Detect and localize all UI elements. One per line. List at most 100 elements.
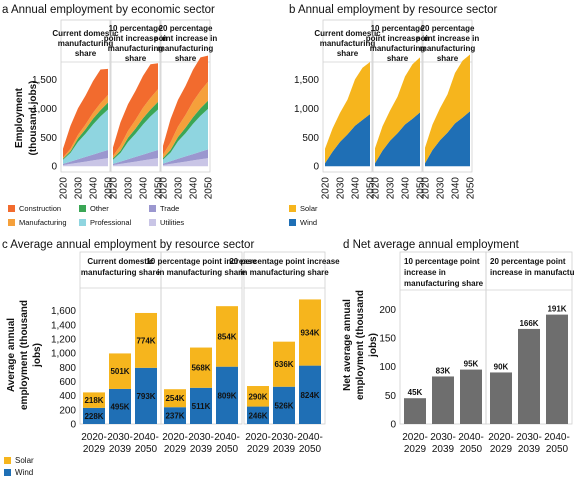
panel-a-area-other bbox=[113, 101, 158, 160]
panel-a-area-trade bbox=[113, 150, 158, 166]
panel-a-y-ticks: 0 500 1,000 1,500 bbox=[32, 75, 57, 173]
panel-c-facet-header-line: in manufacturing share bbox=[240, 268, 329, 277]
panel-d-facet-header-line: manufacturing share bbox=[404, 279, 484, 288]
panel-c-ytick-label: 800 bbox=[59, 363, 76, 374]
panel-d-xtick-label: 2040- bbox=[458, 432, 484, 443]
panel-c-xtick-label: 2029 bbox=[83, 444, 106, 455]
panel-c-ytick-label: 400 bbox=[59, 391, 76, 402]
panel-a-facet-frame bbox=[160, 19, 211, 173]
panel-c-bar-solar bbox=[273, 341, 295, 387]
panel-c-xtick-label: 2020- bbox=[245, 432, 271, 443]
panel-a-facet-header-line: share bbox=[125, 54, 147, 63]
panel-d-ylabel-line: jobs) bbox=[368, 333, 379, 358]
panel-a-area-construction bbox=[63, 68, 108, 158]
panel-c-ytick-label: 1,600 bbox=[51, 306, 76, 317]
panel-a-ytick-label: 1,500 bbox=[32, 75, 57, 86]
panel-a-xtick-label: 2030 bbox=[174, 177, 185, 200]
panel-d-ylabel-line: employment (thousand bbox=[355, 290, 366, 400]
panel-d-xtick-label: 2029 bbox=[404, 444, 427, 455]
panel-b-xtick-label: 2030 bbox=[336, 177, 347, 200]
panel-c-bar-wind bbox=[109, 388, 131, 424]
panel-c-xtick-label: 2050 bbox=[216, 444, 239, 455]
panel-b-area-wind bbox=[325, 114, 370, 167]
panel-b-ytick-label: 1,000 bbox=[294, 104, 319, 115]
panel-c-xtick-label: 2029 bbox=[164, 444, 187, 455]
legend-label-manufacturing: Manufacturing bbox=[19, 218, 67, 227]
panel-d-ylabel-line: Net average annual bbox=[342, 299, 353, 391]
legend-swatch-manufacturing bbox=[8, 219, 15, 226]
panel-c-data-label: 501K bbox=[110, 367, 129, 376]
panel-c-data-label: 237K bbox=[165, 412, 184, 421]
panel-d-data-label: 191K bbox=[547, 305, 566, 314]
panel-a-xtick-label: 2040 bbox=[89, 177, 100, 200]
panel-d-data-label: 90K bbox=[494, 362, 509, 371]
panel-c-data-label: 636K bbox=[274, 360, 293, 369]
panel-c-data-label: 568K bbox=[191, 364, 210, 373]
panel-c-data-label: 854K bbox=[217, 332, 236, 341]
legend-swatch-trade bbox=[149, 205, 156, 212]
panel-c-data-label: 511K bbox=[192, 402, 211, 411]
panel-c-xtick-label: 2039 bbox=[190, 444, 213, 455]
panel-a-ytick-label: 500 bbox=[40, 133, 57, 144]
panel-d-data-label: 45K bbox=[408, 388, 423, 397]
panel-c-bar-solar bbox=[109, 353, 131, 389]
legend-label-utilities: Utilities bbox=[160, 218, 184, 227]
panel-c-xtick-label: 2050 bbox=[135, 444, 158, 455]
panel-b-facet-frame bbox=[422, 19, 473, 173]
panel-c-bar-solar bbox=[164, 389, 186, 408]
panel-c-xtick-label: 2039 bbox=[109, 444, 132, 455]
panel-c-bar-wind bbox=[299, 365, 321, 424]
panel-c-facet-header-line: 20 percentage point increase bbox=[229, 257, 340, 266]
panel-c-data-label: 246K bbox=[248, 411, 267, 420]
panel-b-xtick-label: 2020 bbox=[421, 177, 432, 200]
panel-b-facet-header-line: share bbox=[437, 54, 459, 63]
panel-a-title: a Annual employment by economic sector bbox=[2, 4, 215, 16]
panel-d-data-label: 95K bbox=[464, 360, 479, 369]
panel-c-ylabel-line: jobs) bbox=[32, 343, 43, 368]
panel-a-area-other bbox=[163, 100, 208, 160]
panel-a-facet-header-line: Current domestic bbox=[52, 29, 119, 38]
panel-b-xtick-label: 2050 bbox=[366, 177, 377, 200]
panel-d-ytick-label: 0 bbox=[390, 420, 396, 431]
legend-label-construction: Construction bbox=[19, 204, 61, 213]
panel-a-area-trade bbox=[163, 149, 208, 166]
panel-c-bar-solar bbox=[247, 386, 269, 407]
panel-d-xtick-label: 2050 bbox=[460, 444, 483, 455]
panel-a-area-construction bbox=[163, 55, 208, 155]
panel-b-xtick-label: 2030 bbox=[386, 177, 397, 200]
panel-a-ytick-label: 1,000 bbox=[32, 104, 57, 115]
panel-c-xtick-label: 2030- bbox=[188, 432, 214, 443]
panel-c-bar-wind bbox=[247, 406, 269, 424]
panel-c-bar-solar bbox=[216, 306, 238, 367]
panel-d-xtick-label: 2039 bbox=[432, 444, 455, 455]
panel-b-xtick-label: 2040 bbox=[451, 177, 462, 200]
panel-b-facet-frame bbox=[372, 19, 423, 173]
panel-c-facet-3: 20 percentage point increase in manufactu… bbox=[229, 251, 340, 455]
panel-a-facet-header-line: point increase in bbox=[154, 34, 218, 43]
panel-c-data-label: 793K bbox=[136, 392, 155, 401]
panel-b-ytick-label: 0 bbox=[313, 162, 319, 173]
panel-c-ytick-label: 1,400 bbox=[51, 320, 76, 331]
panel-a: a Annual employment by economic sector E… bbox=[2, 4, 217, 227]
panel-b-facet-header-line: Current domestic bbox=[314, 29, 381, 38]
panel-d-facet-1: 10 percentage point increase in manufactur… bbox=[399, 251, 487, 455]
panel-b-facet-frame bbox=[322, 19, 373, 173]
legend-swatch-solar bbox=[4, 457, 11, 464]
panel-d-xtick-label: 2020- bbox=[402, 432, 428, 443]
panel-c-xtick-label: 2040- bbox=[297, 432, 323, 443]
panel-c-facet-header-line: Current domestic bbox=[87, 257, 154, 266]
panel-c-xtick-label: 2040- bbox=[133, 432, 159, 443]
legend-label-professional: Professional bbox=[90, 218, 132, 227]
panel-b-facet-header-line: 10 percentage bbox=[371, 24, 425, 33]
panel-a-area-manufacturing bbox=[113, 89, 158, 159]
panel-a-facet-header-line: manufacturing bbox=[158, 44, 214, 53]
panel-c-data-label: 526K bbox=[274, 401, 293, 410]
panel-c-ytick-label: 600 bbox=[59, 377, 76, 388]
panel-c-xtick-label: 2039 bbox=[273, 444, 296, 455]
panel-c-xtick-label: 2020- bbox=[162, 432, 188, 443]
panel-a-area-manufacturing bbox=[63, 95, 108, 159]
